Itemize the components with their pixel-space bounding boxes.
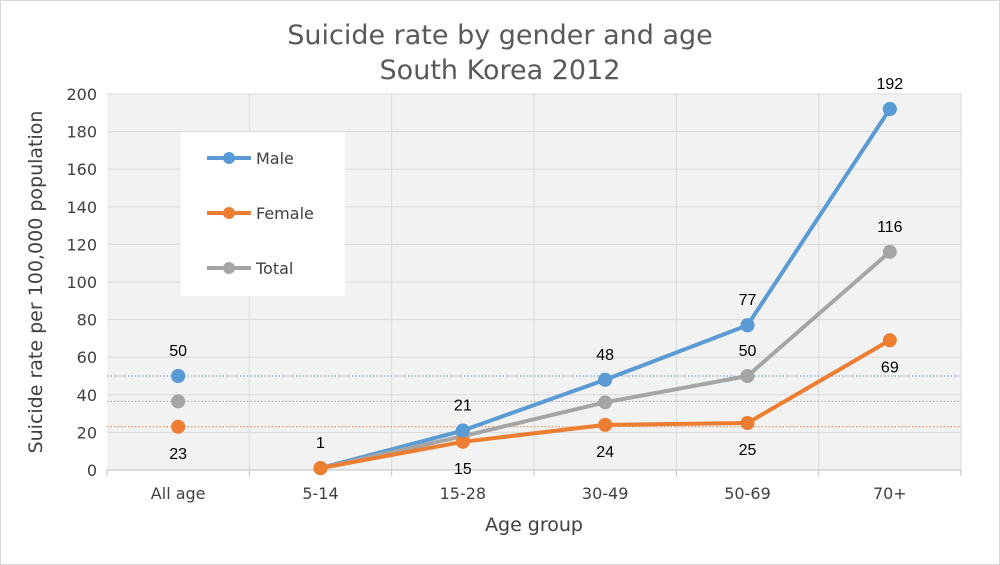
data-point-female: [598, 417, 613, 432]
data-label-female: 23: [169, 446, 187, 463]
x-axis-label: Age group: [485, 514, 583, 536]
data-point-female: [313, 461, 328, 476]
legend-marker-male: [223, 152, 235, 164]
data-label-female: 15: [454, 461, 472, 478]
y-tick-label: 160: [66, 160, 97, 179]
y-tick-label: 80: [77, 311, 97, 330]
legend-label-female: Female: [256, 204, 314, 223]
data-label-male: 48: [596, 347, 614, 364]
data-label-male: 21: [454, 398, 472, 415]
data-point-male-top: [598, 372, 613, 387]
y-tick-label: 120: [66, 235, 97, 254]
legend-label-male: Male: [256, 149, 294, 168]
data-point-total: [171, 394, 186, 409]
data-label-female: 25: [739, 442, 757, 459]
data-point-total: [882, 244, 897, 259]
y-tick-label: 200: [66, 85, 97, 104]
data-label-total: 50: [739, 343, 757, 360]
x-tick-label: 15-28: [440, 484, 487, 503]
x-tick-label: 5-14: [302, 484, 338, 503]
y-axis-label: Suicide rate per 100,000 population: [25, 111, 47, 454]
y-tick-label: 40: [77, 386, 97, 405]
data-label-female: 69: [881, 359, 899, 376]
y-tick-label: 20: [77, 423, 97, 442]
legend-marker-total: [223, 262, 235, 274]
data-label-total: 1: [316, 435, 325, 452]
reference-lines: [107, 375, 961, 428]
data-label-male: 192: [876, 76, 903, 93]
x-tick-label: All age: [151, 484, 206, 503]
data-point-total: [598, 395, 613, 410]
y-tick-label: 60: [77, 348, 97, 367]
data-label-total: 116: [877, 219, 903, 236]
chart-title-line-1: Suicide rate by gender and age: [287, 20, 713, 51]
x-tick-label: 70+: [873, 484, 907, 503]
data-point-female: [882, 333, 897, 348]
x-tick-label: 50-69: [724, 484, 771, 503]
data-label-male: 50: [169, 343, 187, 360]
y-tick-label: 0: [87, 461, 97, 480]
data-point-male-top: [740, 318, 755, 333]
data-point-female: [740, 416, 755, 430]
chart-title-line-2: South Korea 2012: [380, 55, 621, 86]
data-point-male-top: [171, 369, 186, 383]
data-labels: 50 21 48 77 192 23 15 24 25 69 1 50 116: [169, 76, 903, 478]
data-point-total: [740, 369, 755, 383]
y-tick-label: 140: [66, 198, 97, 217]
series-layer: [171, 102, 897, 476]
data-point-female: [455, 434, 470, 449]
data-point-female: [171, 419, 186, 434]
data-point-male-top: [882, 102, 897, 117]
y-tick-label: 100: [66, 273, 97, 292]
data-point-male-top: [455, 423, 470, 438]
legend-label-total: Total: [255, 259, 293, 278]
data-label-male: 77: [739, 292, 757, 309]
data-label-female: 24: [596, 444, 614, 461]
legend-marker-female: [223, 207, 235, 219]
y-tick-label: 180: [66, 123, 97, 142]
x-tick-label: 30-49: [582, 484, 629, 503]
legend: Male Female Total: [181, 132, 345, 296]
